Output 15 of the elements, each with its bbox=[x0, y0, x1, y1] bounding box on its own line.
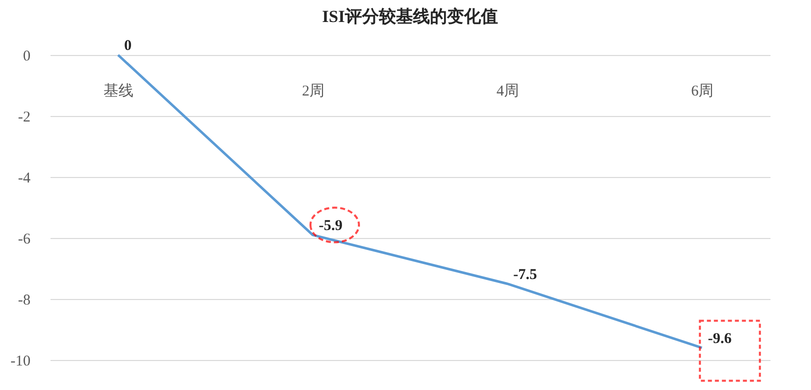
x-tick-label: 4周 bbox=[496, 84, 520, 100]
y-tick-label: -8 bbox=[18, 292, 30, 308]
y-tick-label: -2 bbox=[18, 110, 30, 126]
y-tick-label: -10 bbox=[10, 354, 30, 370]
y-tick-label: -6 bbox=[18, 232, 31, 248]
chart-title: ISI评分较基线的变化值 bbox=[322, 7, 498, 26]
data-label: 0 bbox=[124, 38, 132, 54]
data-label: -7.5 bbox=[513, 266, 538, 283]
x-tick-label: 6周 bbox=[691, 84, 714, 100]
data-label: -9.6 bbox=[708, 330, 732, 347]
y-tick-label: 0 bbox=[23, 48, 30, 64]
y-tick-label: -4 bbox=[18, 170, 31, 186]
data-label: -5.9 bbox=[318, 218, 342, 234]
x-tick-label: 基线 bbox=[104, 82, 134, 100]
x-tick-label: 2周 bbox=[302, 84, 324, 100]
